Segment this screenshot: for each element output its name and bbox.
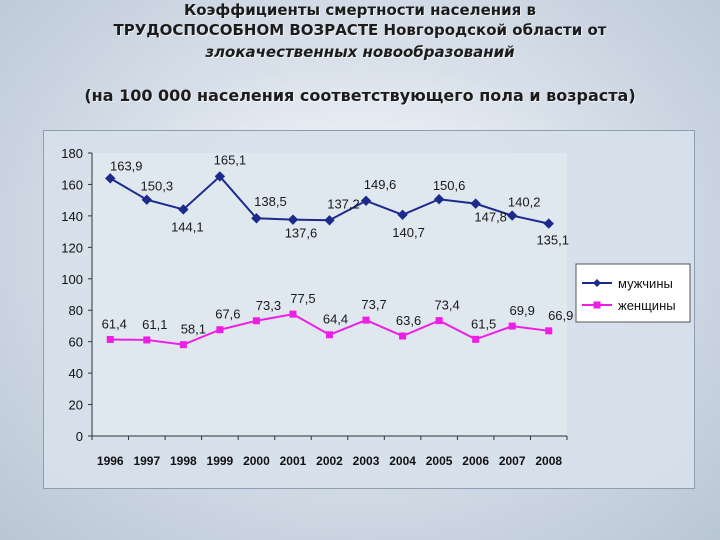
title-line-1: Коэффициенты смертности населения в	[183, 1, 537, 19]
data-point-marker	[216, 326, 224, 334]
legend-label: женщины	[618, 298, 676, 313]
legend-marker	[593, 279, 601, 287]
y-tick-label: 80	[69, 303, 83, 318]
data-point-marker	[324, 215, 335, 226]
plot-area	[92, 153, 567, 436]
title-line-2: ТРУДОСПОСОБНОМ ВОЗРАСТЕ Новгородской обл…	[113, 21, 607, 39]
data-label: 73,7	[361, 297, 386, 312]
data-point-marker	[141, 194, 153, 205]
data-label: 149,6	[364, 177, 397, 192]
data-point-marker	[251, 213, 262, 224]
data-label: 140,7	[392, 225, 425, 240]
x-tick-label: 2002	[316, 454, 343, 468]
data-label: 77,5	[290, 291, 315, 306]
y-tick-label: 160	[61, 177, 83, 192]
data-point-marker	[397, 209, 408, 220]
x-tick-label: 2005	[426, 454, 453, 468]
data-label: 137,6	[285, 226, 318, 241]
data-label: 67,6	[215, 307, 240, 322]
data-point-marker	[470, 198, 481, 209]
data-label: 69,9	[510, 303, 535, 318]
x-tick-label: 1999	[207, 454, 234, 468]
y-tick-label: 140	[61, 209, 83, 224]
data-point-marker	[399, 332, 407, 340]
data-point-marker	[360, 195, 372, 207]
data-label: 163,9	[110, 158, 143, 173]
title-line-3: злокачественных новообразований	[205, 43, 515, 61]
data-label: 58,1	[181, 322, 206, 337]
data-label: 61,4	[102, 316, 127, 331]
x-tick-label: 2000	[243, 454, 270, 468]
data-label: 138,5	[254, 194, 287, 209]
data-label: 150,6	[433, 178, 466, 193]
y-tick-label: 180	[61, 146, 83, 161]
data-point-marker	[214, 171, 226, 182]
data-label: 66,9	[548, 308, 573, 323]
legend-label: мужчины	[618, 276, 673, 291]
x-tick-label: 1996	[97, 454, 124, 468]
data-point-marker	[179, 341, 187, 349]
x-tick-label: 1997	[133, 454, 160, 468]
data-label: 61,1	[142, 317, 167, 332]
data-point-marker	[545, 327, 553, 335]
x-tick-label: 1998	[170, 454, 197, 468]
data-point-marker	[105, 173, 116, 184]
data-label: 147,8	[474, 210, 507, 225]
y-tick-label: 40	[69, 366, 83, 381]
chart-subtitle: (на 100 000 населения соответствующего п…	[84, 86, 636, 105]
data-point-marker	[143, 336, 151, 344]
data-point-marker	[506, 210, 518, 221]
data-point-marker	[362, 316, 370, 324]
y-tick-label: 100	[61, 272, 83, 287]
data-label: 61,5	[471, 316, 496, 331]
data-label: 73,3	[256, 298, 281, 313]
data-label: 137,2	[327, 196, 360, 211]
data-point-marker	[289, 310, 297, 318]
data-label: 150,3	[141, 179, 174, 194]
data-label: 64,4	[323, 312, 348, 327]
data-label: 63,6	[396, 313, 421, 328]
legend-box	[575, 263, 691, 323]
data-point-marker	[287, 214, 299, 225]
data-label: 140,2	[508, 195, 541, 210]
y-tick-label: 20	[69, 398, 83, 413]
data-label: 165,1	[214, 152, 247, 167]
x-tick-label: 2007	[499, 454, 526, 468]
y-tick-label: 120	[61, 240, 83, 255]
data-point-marker	[178, 204, 189, 215]
data-point-marker	[508, 322, 516, 330]
data-point-marker	[252, 317, 260, 325]
y-tick-label: 60	[69, 335, 83, 350]
x-tick-label: 2004	[389, 454, 416, 468]
data-label: 73,4	[434, 298, 459, 313]
data-point-marker	[106, 335, 114, 343]
data-point-marker	[326, 331, 333, 339]
data-label: 144,1	[171, 219, 204, 234]
data-point-marker	[472, 335, 480, 343]
data-label: 135,1	[536, 233, 569, 248]
data-point-marker	[435, 317, 443, 325]
x-tick-label: 2008	[535, 454, 562, 468]
x-tick-label: 2001	[280, 454, 307, 468]
legend-marker	[593, 301, 601, 309]
data-point-marker	[543, 218, 554, 229]
x-tick-label: 2003	[353, 454, 380, 468]
data-point-marker	[433, 194, 445, 205]
x-tick-label: 2006	[462, 454, 489, 468]
y-tick-label: 0	[76, 429, 83, 444]
